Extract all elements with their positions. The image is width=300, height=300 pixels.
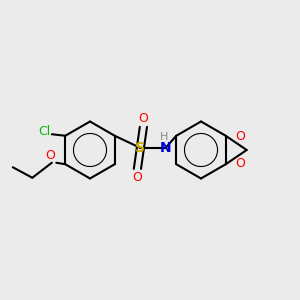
Text: S: S [135,141,146,155]
Text: O: O [236,157,246,169]
Text: O: O [133,171,142,184]
Text: N: N [160,141,171,155]
Text: O: O [236,130,246,143]
Text: H: H [160,132,168,142]
Text: Cl: Cl [38,125,50,138]
Text: O: O [45,149,55,162]
Text: O: O [139,112,148,125]
